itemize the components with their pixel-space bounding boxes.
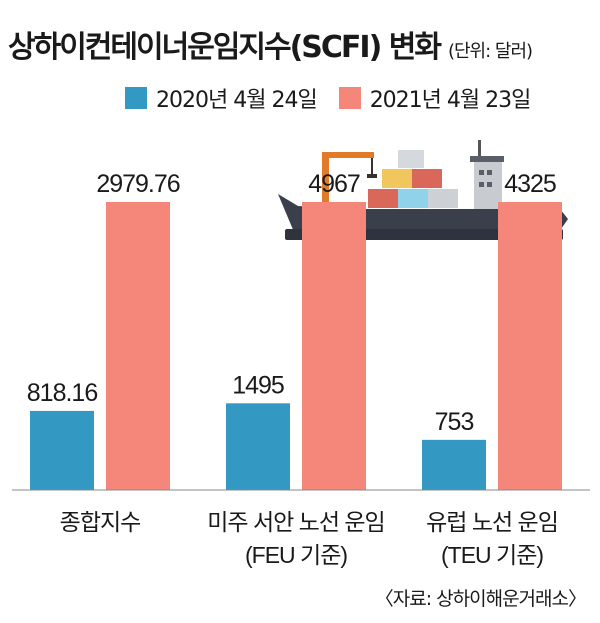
- bar-europe-2021: [498, 202, 562, 490]
- data-label-composite-2021: 2979.76: [96, 170, 179, 198]
- data-label-composite-2020: 818.16: [27, 379, 98, 407]
- data-label-europe-2020: 753: [435, 408, 474, 436]
- category-sublabel-europe: (TEU 기준): [441, 542, 543, 568]
- data-label-us-west-2021: 4967: [308, 170, 360, 198]
- legend-label-2021: 2021년 4월 23일: [369, 88, 532, 113]
- bar-europe-2020: [422, 439, 486, 490]
- source-note: 〈자료: 상하이해운거래소〉: [374, 588, 587, 610]
- bars-group: 818.16 2979.76 종합지수 1495 4967 미주 서안 노선 운임 (FEU…: [12, 170, 590, 568]
- bar-composite-2020: [30, 410, 94, 490]
- chart-title-block: 상하이컨테이너운임지수(SCFI) 변화 (단위: 달러): [8, 22, 533, 66]
- category-sublabel-us-west: (FEU 기준): [245, 542, 347, 568]
- category-label-composite: 종합지수: [60, 509, 141, 535]
- data-label-europe-2021: 4325: [504, 170, 556, 198]
- legend-item-2021: 2021년 4월 23일: [338, 82, 532, 114]
- chart-title: 상하이컨테이너운임지수(SCFI) 변화: [8, 30, 442, 65]
- legend-swatch-2020: [125, 87, 147, 109]
- legend-swatch-2021: [338, 87, 361, 109]
- bar-us-west-2020: [226, 403, 290, 490]
- legend-item-2020: 2020년 4월 24일: [125, 82, 318, 114]
- legend-label-2020: 2020년 4월 24일: [156, 88, 318, 113]
- legend: 2020년 4월 24일 2021년 4월 23일: [125, 82, 552, 114]
- category-label-europe: 유럽 노선 운임: [426, 509, 558, 535]
- category-label-us-west: 미주 서안 노선 운임: [207, 509, 384, 535]
- bar-us-west-2021: [302, 202, 366, 490]
- data-label-us-west-2020: 1495: [232, 371, 284, 399]
- unit-label: (단위: 달러): [447, 41, 533, 62]
- bar-composite-2021: [106, 202, 170, 490]
